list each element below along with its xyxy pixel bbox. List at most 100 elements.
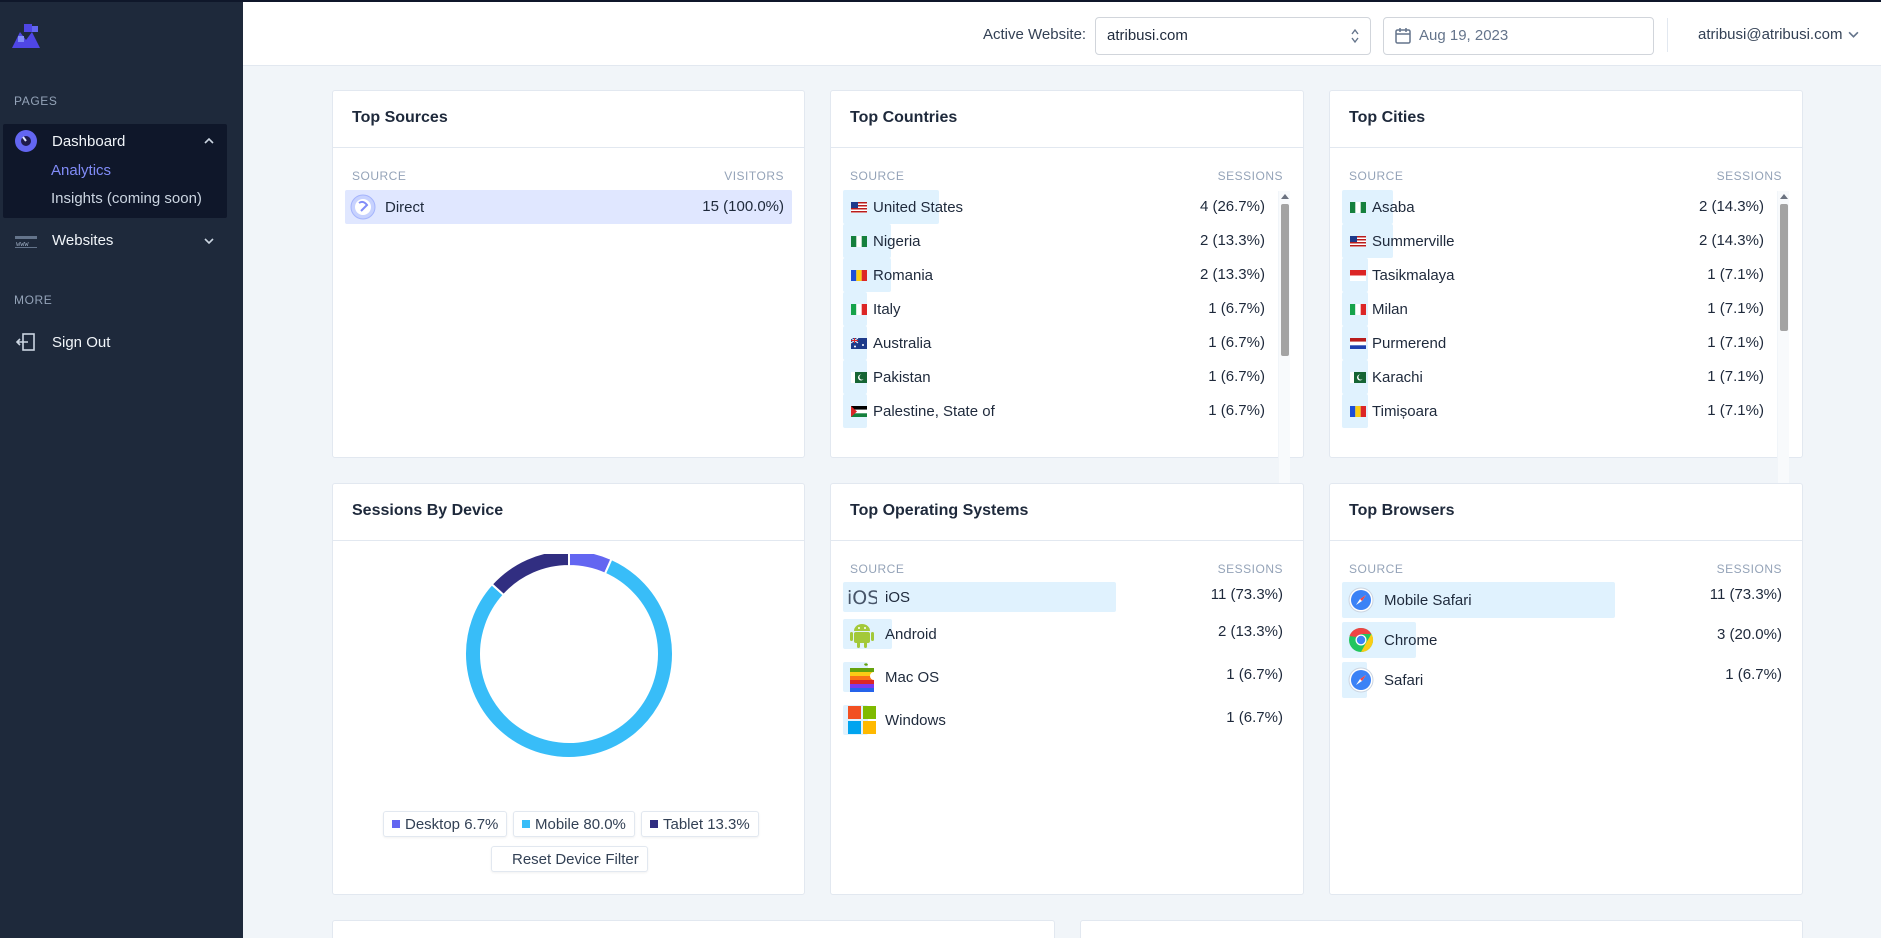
legend-label: Desktop 6.7% xyxy=(405,815,499,833)
row-label: Palestine, State of xyxy=(873,402,995,420)
card-title: Top Countries xyxy=(850,109,958,126)
column-header-sessions: SESSIONS xyxy=(1217,169,1283,183)
row-value: 1 (7.1%) xyxy=(1707,402,1764,419)
row-value: 2 (13.3%) xyxy=(1199,266,1265,283)
table-row[interactable]: Direct 15 (100.0%) xyxy=(345,190,792,224)
flag-au-icon xyxy=(851,337,867,349)
row-source: Karachi xyxy=(1350,360,1423,394)
table-row[interactable]: Karachi 1 (7.1%) xyxy=(1342,360,1764,394)
row-bar xyxy=(1342,582,1615,618)
device-donut-chart[interactable] xyxy=(333,554,806,784)
dashboard-group xyxy=(3,124,227,218)
sidebar-item-websites[interactable]: www Websites xyxy=(14,228,113,252)
table-row[interactable]: iOS iOS 11 (73.3%) xyxy=(843,582,1283,622)
legend-mobile[interactable]: Mobile 80.0% xyxy=(513,811,635,837)
column-header-sessions: SESSIONS xyxy=(1716,562,1782,576)
scrollbar[interactable] xyxy=(1777,191,1789,521)
pages-heading: PAGES xyxy=(14,94,58,108)
donut-slice-mobile[interactable] xyxy=(464,557,674,759)
calendar-icon xyxy=(1395,28,1411,44)
row-source: Australia xyxy=(851,326,931,360)
select-arrows-icon xyxy=(1351,28,1359,44)
table-row[interactable]: Asaba 2 (14.3%) xyxy=(1342,190,1764,224)
table-row[interactable]: Australia 1 (6.7%) xyxy=(843,326,1265,360)
website-select[interactable]: atribusi.com xyxy=(1095,17,1371,55)
sidebar-item-analytics[interactable]: Analytics xyxy=(51,162,112,179)
row-source: Asaba xyxy=(1350,190,1415,224)
row-label: Purmerend xyxy=(1372,334,1447,352)
globe-icon xyxy=(349,193,377,221)
scrollbar-thumb[interactable] xyxy=(1281,204,1289,356)
svg-text:iOS: iOS xyxy=(847,587,877,609)
sidebar-item-dashboard[interactable]: Dashboard xyxy=(14,129,125,153)
table-row[interactable]: Android 2 (13.3%) xyxy=(843,619,1283,659)
scroll-up-icon[interactable] xyxy=(1780,194,1788,199)
legend-tablet[interactable]: Tablet 13.3% xyxy=(641,811,759,837)
column-header-sessions: SESSIONS xyxy=(1716,169,1782,183)
flag-us-icon xyxy=(1350,235,1366,247)
chevron-down-icon[interactable] xyxy=(204,236,214,246)
app-logo-icon[interactable] xyxy=(10,22,44,52)
top-browsers-card: Top Browsers SOURCE SESSIONS Mobile Safa… xyxy=(1329,483,1803,895)
scrollbar-thumb[interactable] xyxy=(1780,204,1788,331)
row-label: Milan xyxy=(1372,300,1408,318)
row-label: iOS xyxy=(885,588,911,606)
safari-icon xyxy=(1346,585,1376,615)
row-label: Italy xyxy=(873,300,901,318)
table-row[interactable]: Mobile Safari 11 (73.3%) xyxy=(1342,582,1782,622)
table-row[interactable]: Pakistan 1 (6.7%) xyxy=(843,360,1265,394)
card-title: Top Cities xyxy=(1349,109,1426,126)
row-source: Nigeria xyxy=(851,224,921,258)
donut-slice-desktop[interactable] xyxy=(568,554,613,576)
donut-slice-tablet[interactable] xyxy=(490,554,570,597)
user-menu[interactable]: atribusi@atribusi.com xyxy=(1698,26,1859,43)
date-picker[interactable]: Aug 19, 2023 xyxy=(1383,17,1654,55)
legend-desktop[interactable]: Desktop 6.7% xyxy=(383,811,508,837)
card-divider xyxy=(831,540,1303,541)
table-row[interactable]: Milan 1 (7.1%) xyxy=(1342,292,1764,326)
legend-swatch xyxy=(650,820,658,828)
sidebar-item-signout[interactable]: Sign Out xyxy=(14,330,110,354)
sessions-by-device-card: Sessions By Device Desktop 6.7% Mobile 8… xyxy=(332,483,805,895)
sidebar-item-label: Websites xyxy=(52,231,114,249)
row-source: Purmerend xyxy=(1350,326,1446,360)
table-row[interactable]: Summerville 2 (14.3%) xyxy=(1342,224,1764,258)
flag-id-icon xyxy=(1350,269,1366,281)
table-row[interactable]: Mac OS 1 (6.7%) xyxy=(843,662,1283,702)
row-label: Timișoara xyxy=(1372,402,1438,420)
chevron-up-icon[interactable] xyxy=(204,136,214,146)
row-label: Safari xyxy=(1384,671,1424,689)
row-source: Android xyxy=(847,619,937,649)
row-value: 2 (13.3%) xyxy=(1199,232,1265,249)
table-row[interactable]: Safari 1 (6.7%) xyxy=(1342,662,1782,702)
row-value: 2 (14.3%) xyxy=(1698,232,1764,249)
dashboard-icon xyxy=(14,129,38,153)
flag-ng-icon xyxy=(1350,201,1366,213)
reset-device-filter-button[interactable]: Reset Device Filter xyxy=(491,846,648,872)
table-row[interactable]: Timișoara 1 (7.1%) xyxy=(1342,394,1764,428)
top-sources-card: Top Sources SOURCE VISITORS Direct 15 (1… xyxy=(332,90,805,458)
table-row[interactable]: Palestine, State of 1 (6.7%) xyxy=(843,394,1265,428)
table-row[interactable]: Italy 1 (6.7%) xyxy=(843,292,1265,326)
table-row[interactable]: Windows 1 (6.7%) xyxy=(843,705,1283,745)
table-row[interactable]: Purmerend 1 (7.1%) xyxy=(1342,326,1764,360)
sidebar-item-insights[interactable]: Insights (coming soon) xyxy=(51,190,202,207)
table-row[interactable]: Nigeria 2 (13.3%) xyxy=(843,224,1265,258)
top-cities-card: Top Cities SOURCE SESSIONS Asaba 2 (14.3%… xyxy=(1329,90,1803,521)
row-source: Italy xyxy=(851,292,901,326)
row-source: Tasikmalaya xyxy=(1350,258,1455,292)
scroll-up-icon[interactable] xyxy=(1281,194,1289,199)
row-label: Asaba xyxy=(1372,198,1415,216)
card-divider xyxy=(831,147,1303,148)
sign-out-icon xyxy=(14,330,38,354)
column-header-sessions: SESSIONS xyxy=(1217,562,1283,576)
table-row[interactable]: Chrome 3 (20.0%) xyxy=(1342,622,1782,662)
table-row[interactable]: Romania 2 (13.3%) xyxy=(843,258,1265,292)
row-label: Romania xyxy=(873,266,934,284)
scrollbar[interactable] xyxy=(1278,191,1290,521)
android-icon xyxy=(847,619,877,649)
table-row[interactable]: United States 4 (26.7%) xyxy=(843,190,1265,224)
row-label: Android xyxy=(885,625,937,643)
table-row[interactable]: Tasikmalaya 1 (7.1%) xyxy=(1342,258,1764,292)
chevron-down-icon xyxy=(1848,31,1859,38)
